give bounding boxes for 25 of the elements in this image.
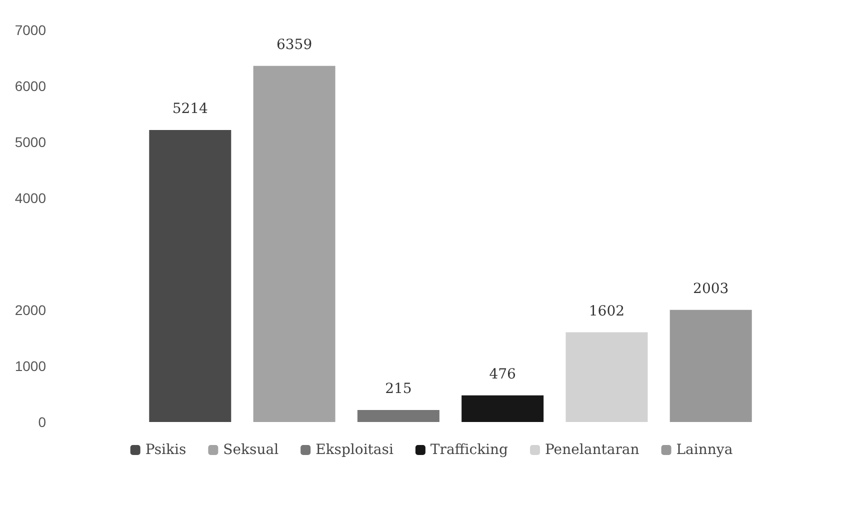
y-tick-label: 1000 bbox=[14, 358, 46, 374]
y-tick-label: 4000 bbox=[14, 190, 46, 206]
legend-label: Eksploitasi bbox=[316, 442, 394, 458]
legend-label: Penelantaran bbox=[545, 442, 640, 458]
bar bbox=[253, 66, 336, 422]
data-label: 5214 bbox=[172, 101, 208, 118]
data-label: 1602 bbox=[588, 303, 625, 320]
bar bbox=[462, 395, 544, 422]
data-label: 6359 bbox=[276, 36, 312, 53]
y-tick-label: 5000 bbox=[14, 134, 46, 150]
legend-label: Seksual bbox=[223, 442, 280, 458]
data-label: 215 bbox=[385, 380, 412, 397]
data-label: 2003 bbox=[693, 280, 729, 297]
legend-label: Lainnya bbox=[676, 442, 733, 458]
y-tick-label: 7000 bbox=[14, 22, 46, 38]
bar bbox=[357, 410, 440, 422]
legend-label: Trafficking bbox=[430, 442, 508, 458]
y-tick-label: 2000 bbox=[14, 302, 46, 318]
bar bbox=[670, 310, 752, 422]
data-label: 476 bbox=[489, 366, 516, 382]
legend-label: Psikis bbox=[145, 442, 186, 458]
y-tick-label: 0 bbox=[38, 414, 46, 430]
bar bbox=[149, 130, 232, 422]
y-tick-label: 6000 bbox=[14, 78, 46, 94]
bar bbox=[566, 332, 648, 422]
